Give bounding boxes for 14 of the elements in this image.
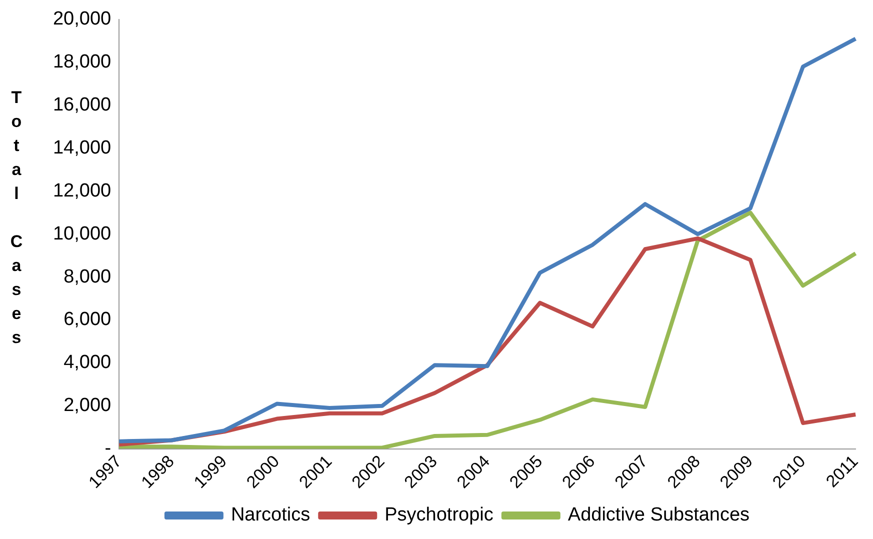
y-tick-label: 18,000 bbox=[52, 52, 112, 73]
y-tick-label: 2,000 bbox=[64, 395, 112, 416]
y-tick-label: 20,000 bbox=[52, 8, 112, 30]
y-tick-label: 10,000 bbox=[52, 223, 112, 244]
y-tick-label: 8,000 bbox=[64, 266, 112, 288]
y-tick-label: 12,000 bbox=[52, 180, 112, 202]
y-tick-label: 4,000 bbox=[64, 352, 112, 374]
y-tick-label: 6,000 bbox=[64, 309, 112, 330]
y-axis-title: Total Cases bbox=[6, 87, 26, 354]
legend-label: Narcotics bbox=[230, 504, 310, 526]
legend-label: Addictive Substances bbox=[568, 504, 750, 526]
y-tick-label: 16,000 bbox=[52, 94, 112, 116]
y-tick-label: 14,000 bbox=[52, 137, 112, 158]
legend-label: Psychotropic bbox=[384, 504, 494, 526]
